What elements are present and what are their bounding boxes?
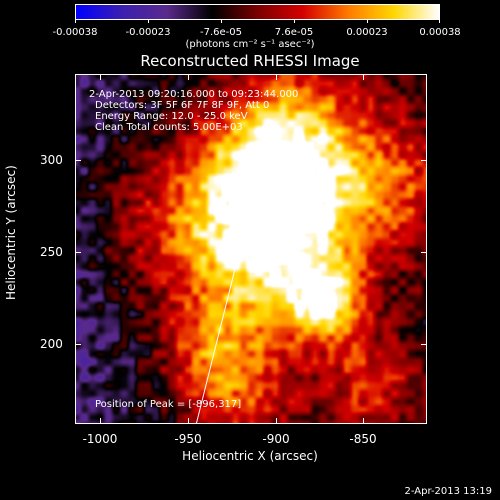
axis-tick-mark: [75, 252, 81, 253]
plot-title: Reconstructed RHESSI Image: [140, 52, 360, 70]
colorbar-tick-label: -0.00023: [125, 27, 171, 38]
detectors-text: Detectors: 3F 5F 6F 7F 8F 9F, Att 0: [95, 100, 270, 111]
axis-tick-mark: [421, 344, 427, 345]
heatmap-image: [76, 75, 426, 423]
y-axis-label: Heliocentric Y (arcsec): [4, 165, 18, 300]
solar-limb-line: [195, 120, 273, 423]
axis-tick-mark: [421, 160, 427, 161]
x-axis-label: Heliocentric X (arcsec): [182, 449, 318, 463]
limb-overlay: [195, 120, 273, 423]
timestamp: 2-Apr-2013 13:19: [404, 486, 492, 497]
time-range-text: 2-Apr-2013 09:20:16.000 to 09:23:44.000: [89, 89, 299, 100]
energy-range-text: Energy Range: 12.0 - 25.0 keV: [95, 111, 248, 122]
colorbar-tick-mark: [439, 20, 440, 23]
axis-tick-mark: [75, 344, 81, 345]
axis-tick-mark: [421, 252, 427, 253]
y-tick-label: 200: [40, 337, 63, 351]
axis-tick-mark: [75, 160, 81, 161]
axis-tick-mark: [188, 74, 189, 80]
axis-tick-mark: [363, 74, 364, 80]
y-tick-label: 250: [40, 245, 63, 259]
colorbar-tick-label: 0.00023: [346, 27, 388, 38]
colorbar-tick-mark: [294, 20, 295, 23]
axis-tick-mark: [100, 418, 101, 424]
axis-tick-mark: [100, 74, 101, 80]
plot-area: 2-Apr-2013 09:20:16.000 to 09:23:44.000 …: [75, 74, 427, 424]
colorbar-tick-mark: [148, 20, 149, 23]
algorithm-text: Clean Total counts: 5.00E+03: [95, 122, 243, 133]
colorbar: [75, 4, 440, 20]
x-tick-label: -950: [174, 432, 202, 446]
colorbar-tick-label: -0.00038: [52, 27, 98, 38]
x-tick-label: -850: [349, 432, 377, 446]
colorbar-tick-label: 0.00038: [419, 27, 461, 38]
colorbar-tick-mark: [221, 20, 222, 23]
axis-tick-mark: [276, 74, 277, 80]
colorbar-tick-label: -7.6e-05: [200, 27, 242, 38]
axis-tick-mark: [188, 418, 189, 424]
axis-tick-mark: [276, 418, 277, 424]
colorbar-tick-label: 7.6e-05: [274, 27, 314, 38]
colorbar-units-label: (photons cm⁻² s⁻¹ asec⁻²): [185, 39, 315, 50]
axis-tick-mark: [363, 418, 364, 424]
y-tick-label: 300: [40, 153, 63, 167]
colorbar-tick-mark: [367, 20, 368, 23]
peak-position-text: Position of Peak = [-896,317]: [95, 399, 242, 410]
x-tick-label: -1000: [82, 432, 118, 446]
colorbar-tick-mark: [75, 20, 76, 23]
x-tick-label: -900: [262, 432, 290, 446]
